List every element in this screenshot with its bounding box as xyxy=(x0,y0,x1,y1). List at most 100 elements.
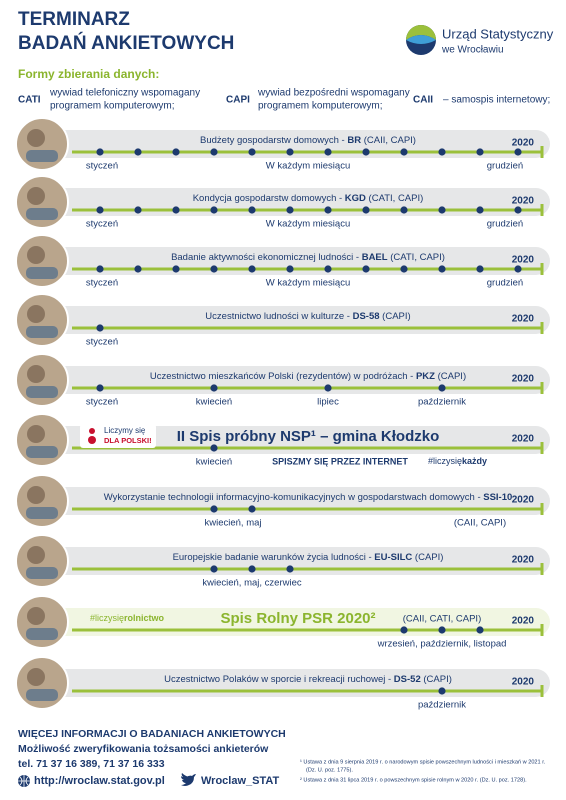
month-dot xyxy=(476,265,484,273)
survey-row: 2020 Kondycja gospodarstw domowych - KGD … xyxy=(15,175,550,230)
photo-detail xyxy=(26,507,58,519)
photo-detail xyxy=(26,326,58,338)
badge-icon xyxy=(88,436,96,444)
method-description: programem komputerowym; xyxy=(258,101,382,112)
hashtag: #liczysięrolnictwo xyxy=(90,613,165,623)
year: 2020 xyxy=(512,255,535,266)
period-label: W każdym miesiącu xyxy=(266,161,350,172)
methods-heading: Formy zbierania danych: xyxy=(18,67,159,81)
month-dot xyxy=(210,505,218,513)
month-dot xyxy=(172,206,180,214)
survey-code: SSI-10 xyxy=(483,492,512,503)
survey-title: Badanie aktywności ekonomicznej ludności… xyxy=(171,252,445,263)
month-dot xyxy=(172,265,180,273)
period-label: grudzień xyxy=(487,278,523,289)
month-dot xyxy=(514,265,522,273)
month-dot xyxy=(514,148,522,156)
month-dot xyxy=(400,265,408,273)
survey-code: DS-52 xyxy=(394,674,421,685)
survey-name: Europejskie badanie warunków życia ludno… xyxy=(173,552,375,563)
period-label: wrzesień, październik, listopad xyxy=(377,639,507,650)
survey-name: Uczestnictwo ludności w kulturze - xyxy=(205,311,352,322)
logo-text: we Wrocławiu xyxy=(441,45,504,56)
month-dot xyxy=(362,148,370,156)
footer-text: Możliwość zweryfikowania tożsamości anki… xyxy=(18,743,269,755)
month-dot xyxy=(476,626,484,634)
survey-title: Europejskie badanie warunków życia ludno… xyxy=(173,552,444,563)
period-label: W każdym miesiącu xyxy=(266,278,350,289)
month-dot xyxy=(210,206,218,214)
month-dot xyxy=(248,265,256,273)
survey-name: Uczestnictwo Polaków w sporcie i rekreac… xyxy=(164,674,394,685)
month-dot xyxy=(324,148,332,156)
photo-detail xyxy=(27,305,45,323)
method-description: – samospis internetowy; xyxy=(443,95,550,106)
period-label: grudzień xyxy=(487,161,523,172)
photo-detail xyxy=(27,246,45,264)
survey-methods: (CAPI) xyxy=(421,674,452,685)
twitter-link[interactable]: Wroclaw_STAT xyxy=(201,775,280,787)
year: 2020 xyxy=(512,434,535,445)
method-code: CATI xyxy=(18,95,41,106)
hashtag: #liczysiękażdy xyxy=(428,456,487,466)
survey-title: II Spis próbny NSP¹ – gmina Kłodzko xyxy=(177,428,440,445)
website-link[interactable]: http://wroclaw.stat.gov.pl xyxy=(34,775,165,787)
survey-methods: (CAPI) xyxy=(435,371,466,382)
survey-row: 2020 II Spis próbny NSP¹ – gmina Kłodzko L… xyxy=(15,413,550,468)
period-label: styczeń xyxy=(86,397,118,408)
month-dot xyxy=(400,206,408,214)
month-dot xyxy=(210,565,218,573)
twitter-icon xyxy=(181,773,196,786)
period-label: kwiecień, maj xyxy=(204,518,261,529)
method-description: programem komputerowym; xyxy=(50,101,174,112)
month-dot xyxy=(96,324,104,332)
month-dot xyxy=(476,206,484,214)
period-label: kwiecień, maj, czerwiec xyxy=(202,578,301,589)
month-dot xyxy=(248,206,256,214)
logo: Urząd Statystyczny we Wrocławiu xyxy=(406,25,554,56)
photo-detail xyxy=(27,486,45,504)
footnote: ² Ustawa z dnia 31 lipca 2019 r. o powsz… xyxy=(300,777,527,783)
period-label: kwiecień xyxy=(196,397,232,408)
month-dot xyxy=(210,444,218,452)
hashtag-part: #liczysię xyxy=(428,456,462,466)
month-dot xyxy=(400,148,408,156)
photo-detail xyxy=(27,425,45,443)
hashtag-part: każdy xyxy=(462,456,487,466)
month-dot xyxy=(286,265,294,273)
survey-title: Budżety gospodarstw domowych - BR (CAII,… xyxy=(200,135,416,146)
survey-code: BAEL xyxy=(362,252,388,263)
survey-name: II Spis próbny NSP¹ – gmina Kłodzko xyxy=(177,428,440,445)
survey-row: 2020 #liczysięrolnictwo Spis Rolny PSR 202… xyxy=(15,595,550,650)
month-dot xyxy=(134,148,142,156)
month-dot xyxy=(248,565,256,573)
month-dot xyxy=(96,384,104,392)
photo-detail xyxy=(26,208,58,220)
month-dot xyxy=(248,505,256,513)
photo-detail xyxy=(26,567,58,579)
hashtag-part: #liczysię xyxy=(90,613,124,623)
survey-title: Wykorzystanie technologii informacyjno-k… xyxy=(104,492,513,503)
survey-row: 2020 Badanie aktywności ekonomicznej ludn… xyxy=(15,234,550,289)
photo-detail xyxy=(27,129,45,147)
logo-text: Urząd Statystyczny xyxy=(442,26,554,41)
survey-code: KGD xyxy=(345,193,366,204)
year: 2020 xyxy=(512,314,535,325)
month-dot xyxy=(476,148,484,156)
year: 2020 xyxy=(512,374,535,385)
survey-methods: (CAPI) xyxy=(412,552,443,563)
month-dot xyxy=(286,148,294,156)
survey-name: Badanie aktywności ekonomicznej ludności… xyxy=(171,252,362,263)
survey-code: DS-58 xyxy=(353,311,380,322)
month-dot xyxy=(210,148,218,156)
period-label: grudzień xyxy=(487,219,523,230)
photo-detail xyxy=(27,607,45,625)
survey-title: Uczestnictwo mieszkańców Polski (rezyden… xyxy=(150,371,466,382)
period-label: styczeń xyxy=(86,337,118,348)
survey-row: 2020 Budżety gospodarstw domowych - BR (C… xyxy=(15,117,550,172)
year: 2020 xyxy=(512,616,535,627)
month-dot xyxy=(362,206,370,214)
survey-methods: (CATI, CAPI) xyxy=(388,252,445,263)
period-label: styczeń xyxy=(86,161,118,172)
